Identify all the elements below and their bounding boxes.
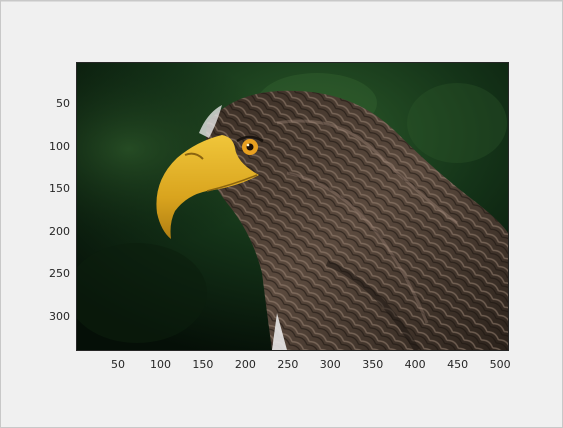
x-tick-label: 200 [230,359,260,371]
x-tick-label: 250 [273,359,303,371]
y-tick-label: 250 [40,268,70,280]
x-tick-label: 350 [358,359,388,371]
x-tick-label: 150 [188,359,218,371]
x-tick-label: 50 [103,359,133,371]
y-tick-label: 300 [40,311,70,323]
eagle-image [77,63,508,350]
x-tick-label: 100 [145,359,175,371]
x-tick-label: 500 [485,359,515,371]
x-tick-label: 450 [443,359,473,371]
x-tick-label: 400 [400,359,430,371]
x-tick-label: 300 [315,359,345,371]
window-top-rule [1,1,562,2]
y-tick-label: 150 [40,183,70,195]
y-tick-label: 50 [40,98,70,110]
image-axes [76,62,509,351]
y-tick-label: 200 [40,226,70,238]
y-tick-label: 100 [40,141,70,153]
